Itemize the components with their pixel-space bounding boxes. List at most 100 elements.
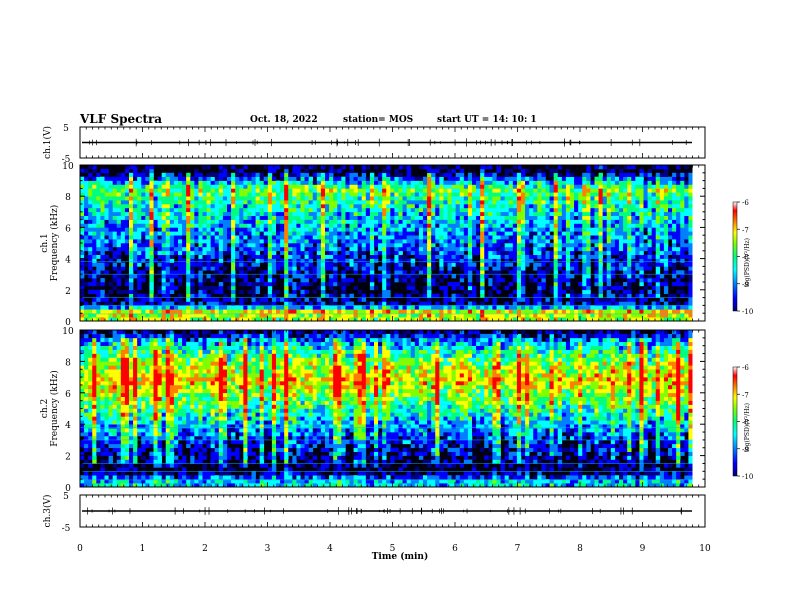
- spectrogram-cell: [88, 243, 93, 248]
- spectrogram-cell: [345, 305, 350, 310]
- spectrogram-cell: [259, 204, 265, 209]
- spectrogram-cell: [557, 188, 563, 193]
- spectrogram-cell: [374, 196, 379, 201]
- spectrogram-cell: [349, 172, 354, 177]
- spectrogram-cell: [116, 235, 122, 240]
- spectrogram-cell: [565, 168, 571, 174]
- spectrogram-cell: [525, 243, 530, 248]
- spectrogram-cell: [476, 309, 481, 314]
- spectrogram-cell: [410, 309, 416, 314]
- spectrogram-cell: [161, 235, 167, 240]
- spectrogram-cell: [476, 305, 481, 310]
- spectrogram-cell: [247, 246, 252, 252]
- spectrogram-cell: [586, 204, 591, 209]
- spectrogram-cell: [533, 172, 538, 177]
- spectrogram-cell: [80, 207, 85, 213]
- spectrogram-cell: [316, 223, 322, 228]
- spectrogram-cell: [582, 184, 587, 189]
- spectrogram-cell: [116, 196, 122, 201]
- spectrogram-cell: [439, 180, 444, 185]
- spectrogram-cell: [88, 305, 93, 310]
- spectrogram-cell: [463, 246, 469, 252]
- spectrogram-cell: [337, 305, 342, 310]
- spectrogram-cell: [467, 254, 473, 259]
- spectrogram-cell: [512, 258, 518, 263]
- spectrogram-cell: [614, 235, 620, 240]
- spectrogram-cell: [120, 274, 126, 279]
- spectrogram-cell: [480, 262, 485, 267]
- spectrogram-cell: [227, 200, 232, 205]
- spectrogram-cell: [394, 188, 399, 193]
- spectrogram-cell: [316, 243, 322, 248]
- spectrogram-cell: [312, 246, 318, 252]
- spectrogram-cell: [129, 282, 134, 287]
- spectrogram-cell: [247, 196, 252, 201]
- spectrogram-cell: [84, 309, 89, 314]
- spectrogram-cell: [582, 180, 587, 185]
- spectrogram-cell: [541, 211, 546, 216]
- spectrogram-cell: [214, 305, 220, 310]
- spectrogram-cell: [619, 227, 624, 232]
- spectrogram-cell: [276, 223, 281, 228]
- spectrogram-cell: [133, 301, 138, 306]
- spectrogram-cell: [100, 184, 105, 189]
- spectrogram-cell: [300, 211, 305, 216]
- spectrogram-cell: [243, 192, 248, 197]
- spectrogram-cell: [329, 204, 334, 209]
- spectrogram-cell: [512, 204, 518, 209]
- spectrogram-cell: [133, 168, 138, 174]
- spectrogram-cell: [386, 196, 391, 201]
- spectrogram-cell: [341, 200, 346, 205]
- spectrogram-cell: [173, 192, 179, 197]
- spectrogram-cell: [394, 293, 399, 298]
- spectrogram-cell: [88, 215, 93, 220]
- spectrogram-cell: [149, 227, 154, 232]
- spectrogram-cell: [386, 285, 391, 291]
- spectrogram-cell: [243, 305, 248, 310]
- spectrogram-cell: [382, 250, 387, 255]
- spectrogram-cell: [112, 231, 118, 236]
- spectrogram-cell: [243, 219, 248, 224]
- spectrogram-cell: [451, 227, 456, 232]
- spectrogram-cell: [631, 176, 636, 181]
- spectrogram-cell: [418, 196, 424, 201]
- spectrogram-cell: [435, 168, 440, 174]
- spectrogram-cell: [565, 243, 571, 248]
- spectrogram-cell: [280, 317, 285, 322]
- spectrogram-cell: [382, 207, 387, 213]
- spectrogram-cell: [129, 172, 134, 177]
- spectrogram-cell: [312, 188, 318, 193]
- spectrogram-cell: [120, 196, 126, 201]
- spectrogram-cell: [120, 231, 126, 236]
- spectrogram-cell: [259, 301, 265, 306]
- spectrogram-cell: [271, 297, 277, 302]
- spectrogram-cell: [353, 235, 358, 240]
- spectrogram-cell: [578, 282, 583, 287]
- spectrogram-cell: [92, 223, 97, 228]
- spectrogram-cell: [263, 184, 269, 189]
- spectrogram-cell: [145, 293, 150, 298]
- spectrogram-cell: [382, 285, 387, 291]
- spectrogram-cell: [137, 239, 142, 244]
- spectrogram-cell: [386, 262, 391, 267]
- spectrogram-cell: [545, 184, 550, 189]
- spectrogram-cell: [186, 231, 191, 236]
- spectrogram-cell: [320, 180, 326, 185]
- spectrogram-cell: [414, 196, 420, 201]
- spectrogram-cell: [431, 305, 436, 310]
- spectrogram-cell: [398, 188, 403, 193]
- spectrogram-cell: [316, 204, 322, 209]
- spectrogram-cell: [521, 200, 526, 205]
- spectrogram-cell: [80, 309, 85, 314]
- spectrogram-cell: [614, 180, 620, 185]
- spectrogram-cell: [112, 297, 118, 302]
- spectrogram-cell: [308, 266, 314, 271]
- spectrogram-cell: [137, 200, 142, 205]
- spectrogram-cell: [500, 223, 505, 228]
- spectrogram-cell: [198, 184, 203, 189]
- spectrogram-cell: [296, 274, 301, 279]
- spectrogram-cell: [100, 176, 105, 181]
- spectrogram-cell: [541, 227, 546, 232]
- spectrogram-cell: [512, 278, 518, 283]
- spectrogram-cell: [169, 207, 175, 213]
